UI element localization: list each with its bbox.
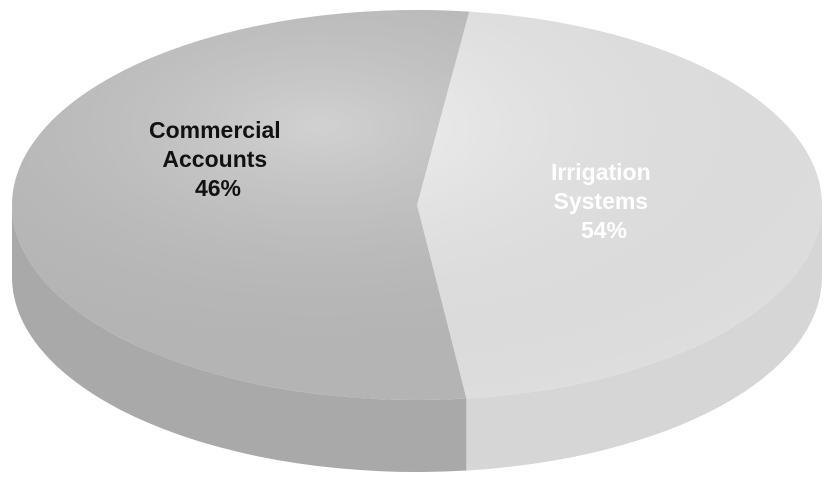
slice-label-line: Irrigation (551, 159, 651, 185)
pie-side-commercial-accounts (466, 205, 822, 471)
slice-percent-label: 54% (581, 217, 627, 243)
pie-side-irrigation-systems (11, 205, 467, 472)
slice-percent-label: 46% (195, 175, 241, 201)
slice-label-line: Commercial (149, 117, 281, 143)
pie-tops (12, 10, 823, 401)
slice-label-line: Systems (553, 188, 648, 214)
pie-sides (11, 205, 822, 472)
slice-label-irrigation-systems: Irrigation Systems 54% (551, 159, 657, 243)
slice-label-line: Accounts (162, 146, 267, 172)
slice-label-commercial-accounts: Commercial Accounts 46% (149, 117, 287, 201)
